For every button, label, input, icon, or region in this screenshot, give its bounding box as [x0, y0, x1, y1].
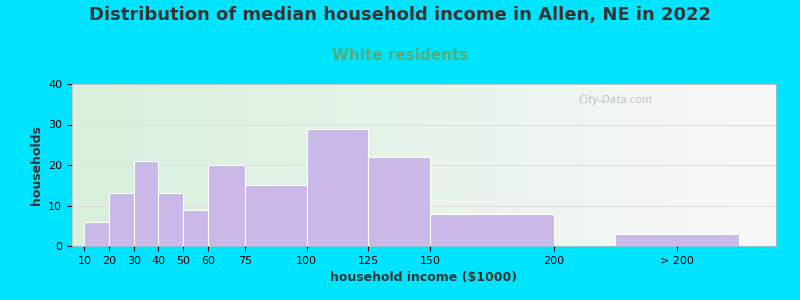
- Bar: [306, 128, 369, 246]
- Bar: [183, 209, 208, 246]
- Bar: [615, 234, 739, 246]
- Bar: [245, 185, 306, 246]
- Y-axis label: households: households: [30, 125, 42, 205]
- X-axis label: household income ($1000): household income ($1000): [330, 271, 518, 284]
- Bar: [158, 194, 183, 246]
- Bar: [430, 214, 554, 246]
- Bar: [84, 222, 109, 246]
- Text: Distribution of median household income in Allen, NE in 2022: Distribution of median household income …: [89, 6, 711, 24]
- Bar: [369, 157, 430, 246]
- Bar: [208, 165, 245, 246]
- Bar: [134, 161, 158, 246]
- Text: City-Data.com: City-Data.com: [579, 95, 653, 105]
- Bar: [109, 194, 134, 246]
- Text: White residents: White residents: [332, 48, 468, 63]
